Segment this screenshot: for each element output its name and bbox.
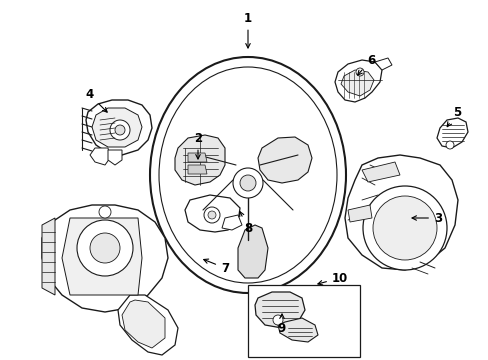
Polygon shape — [334, 60, 381, 102]
Polygon shape — [361, 162, 399, 182]
Text: 9: 9 — [277, 314, 285, 334]
Polygon shape — [42, 218, 55, 295]
Text: 8: 8 — [239, 212, 252, 234]
Circle shape — [240, 175, 256, 191]
Text: 6: 6 — [357, 54, 374, 75]
Text: 5: 5 — [447, 105, 460, 127]
Circle shape — [90, 233, 120, 263]
Polygon shape — [184, 195, 240, 232]
Circle shape — [194, 164, 202, 172]
Polygon shape — [118, 295, 178, 355]
Text: 10: 10 — [317, 271, 347, 285]
Polygon shape — [345, 155, 457, 270]
Ellipse shape — [150, 57, 346, 293]
Circle shape — [232, 168, 263, 198]
Circle shape — [445, 141, 453, 149]
Polygon shape — [340, 70, 373, 96]
Polygon shape — [215, 182, 231, 208]
Circle shape — [203, 207, 220, 223]
Polygon shape — [86, 100, 152, 155]
Polygon shape — [175, 135, 224, 185]
Circle shape — [99, 206, 111, 218]
Circle shape — [115, 125, 125, 135]
Polygon shape — [222, 215, 242, 230]
Polygon shape — [62, 218, 142, 295]
Polygon shape — [108, 150, 122, 165]
Circle shape — [355, 68, 363, 76]
Ellipse shape — [159, 67, 336, 283]
Polygon shape — [90, 148, 110, 165]
Text: 3: 3 — [411, 211, 441, 225]
Text: 2: 2 — [194, 131, 202, 159]
Polygon shape — [374, 58, 391, 70]
Polygon shape — [254, 292, 305, 328]
Polygon shape — [187, 153, 206, 162]
Circle shape — [362, 186, 446, 270]
Text: 1: 1 — [244, 12, 251, 48]
Circle shape — [77, 220, 133, 276]
Text: 7: 7 — [203, 259, 228, 274]
Polygon shape — [168, 182, 180, 215]
Polygon shape — [220, 200, 240, 218]
Polygon shape — [347, 205, 371, 222]
Polygon shape — [42, 205, 168, 312]
Polygon shape — [436, 118, 467, 148]
Polygon shape — [187, 165, 206, 174]
Polygon shape — [238, 225, 267, 278]
Polygon shape — [92, 108, 142, 147]
Polygon shape — [168, 182, 224, 192]
Circle shape — [372, 196, 436, 260]
Circle shape — [207, 211, 216, 219]
Polygon shape — [278, 318, 317, 342]
Text: 4: 4 — [86, 89, 107, 112]
Polygon shape — [258, 137, 311, 183]
Polygon shape — [122, 300, 164, 348]
Circle shape — [272, 315, 283, 325]
Circle shape — [110, 120, 130, 140]
Circle shape — [189, 159, 206, 177]
Bar — [247, 285, 359, 357]
